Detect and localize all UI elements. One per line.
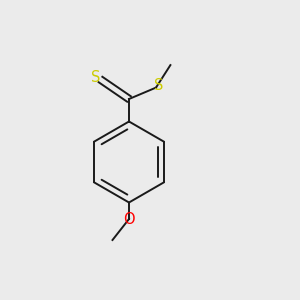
Text: S: S xyxy=(154,78,163,93)
Text: S: S xyxy=(91,70,101,85)
Text: O: O xyxy=(123,212,135,226)
